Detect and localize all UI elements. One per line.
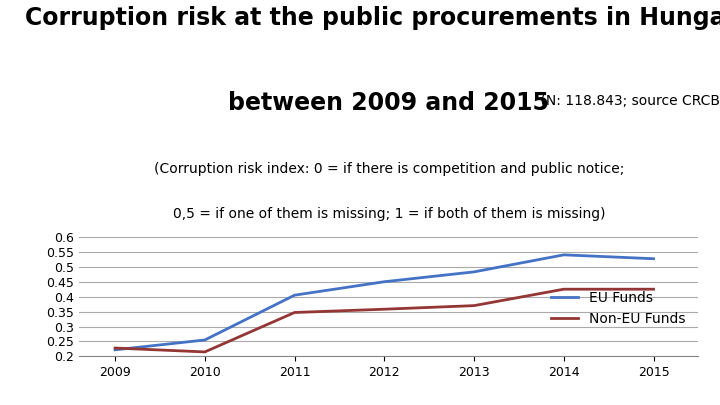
Legend: EU Funds, Non-EU Funds: EU Funds, Non-EU Funds xyxy=(545,286,691,332)
Text: (Corruption risk index: 0 = if there is competition and public notice;: (Corruption risk index: 0 = if there is … xyxy=(153,162,624,176)
Text: (N: 118.843; source CRCB 2016): (N: 118.843; source CRCB 2016) xyxy=(536,94,720,108)
Text: between 2009 and 2015: between 2009 and 2015 xyxy=(228,91,549,115)
Text: 0,5 = if one of them is missing; 1 = if both of them is missing): 0,5 = if one of them is missing; 1 = if … xyxy=(173,207,605,221)
Text: Corruption risk at the public procurements in Hungary: Corruption risk at the public procuremen… xyxy=(25,6,720,30)
